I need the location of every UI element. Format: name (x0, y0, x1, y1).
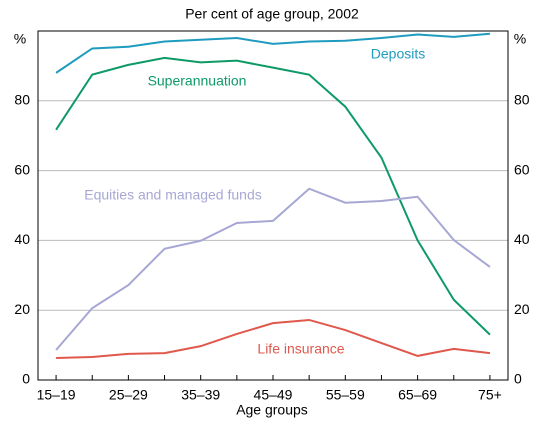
x-tick-label: 45–49 (254, 387, 293, 403)
y2-tick-label: 0 (514, 371, 522, 387)
plot-frame (37, 30, 509, 381)
y2-tick-label: 60 (514, 161, 530, 177)
y-tick-label: 0 (22, 371, 30, 387)
y-tick-label: 60 (14, 161, 30, 177)
x-tick-label: 65–69 (398, 387, 437, 403)
y-tick-label: 40 (14, 231, 30, 247)
x-tick-label: 25–29 (109, 387, 148, 403)
series-label: Superannuation (148, 73, 247, 89)
x-tick-label: 35–39 (181, 387, 220, 403)
series-label: Equities and managed funds (84, 187, 261, 203)
x-tick-label: 15–19 (37, 387, 76, 403)
y2-tick-label: 80 (514, 92, 530, 108)
y-tick-label: 80 (14, 92, 30, 108)
chart-subtitle: Per cent of age group, 2002 (185, 6, 359, 22)
y-tick-label: 20 (14, 301, 30, 317)
series-line (55, 187, 491, 351)
series-line (55, 32, 491, 74)
series-label: Life insurance (257, 341, 344, 357)
series-line (55, 56, 491, 336)
series-label: Deposits (371, 46, 425, 62)
x-axis-label: Age groups (236, 402, 308, 418)
x-tick-label: 75+ (478, 387, 502, 403)
y2-tick-label: 20 (514, 301, 530, 317)
x-tick-label: 55–59 (326, 387, 365, 403)
y2-unit-label: % (514, 31, 526, 47)
series-line (56, 318, 491, 360)
y2-tick-label: 40 (514, 231, 530, 247)
y-unit-label: % (14, 31, 26, 47)
